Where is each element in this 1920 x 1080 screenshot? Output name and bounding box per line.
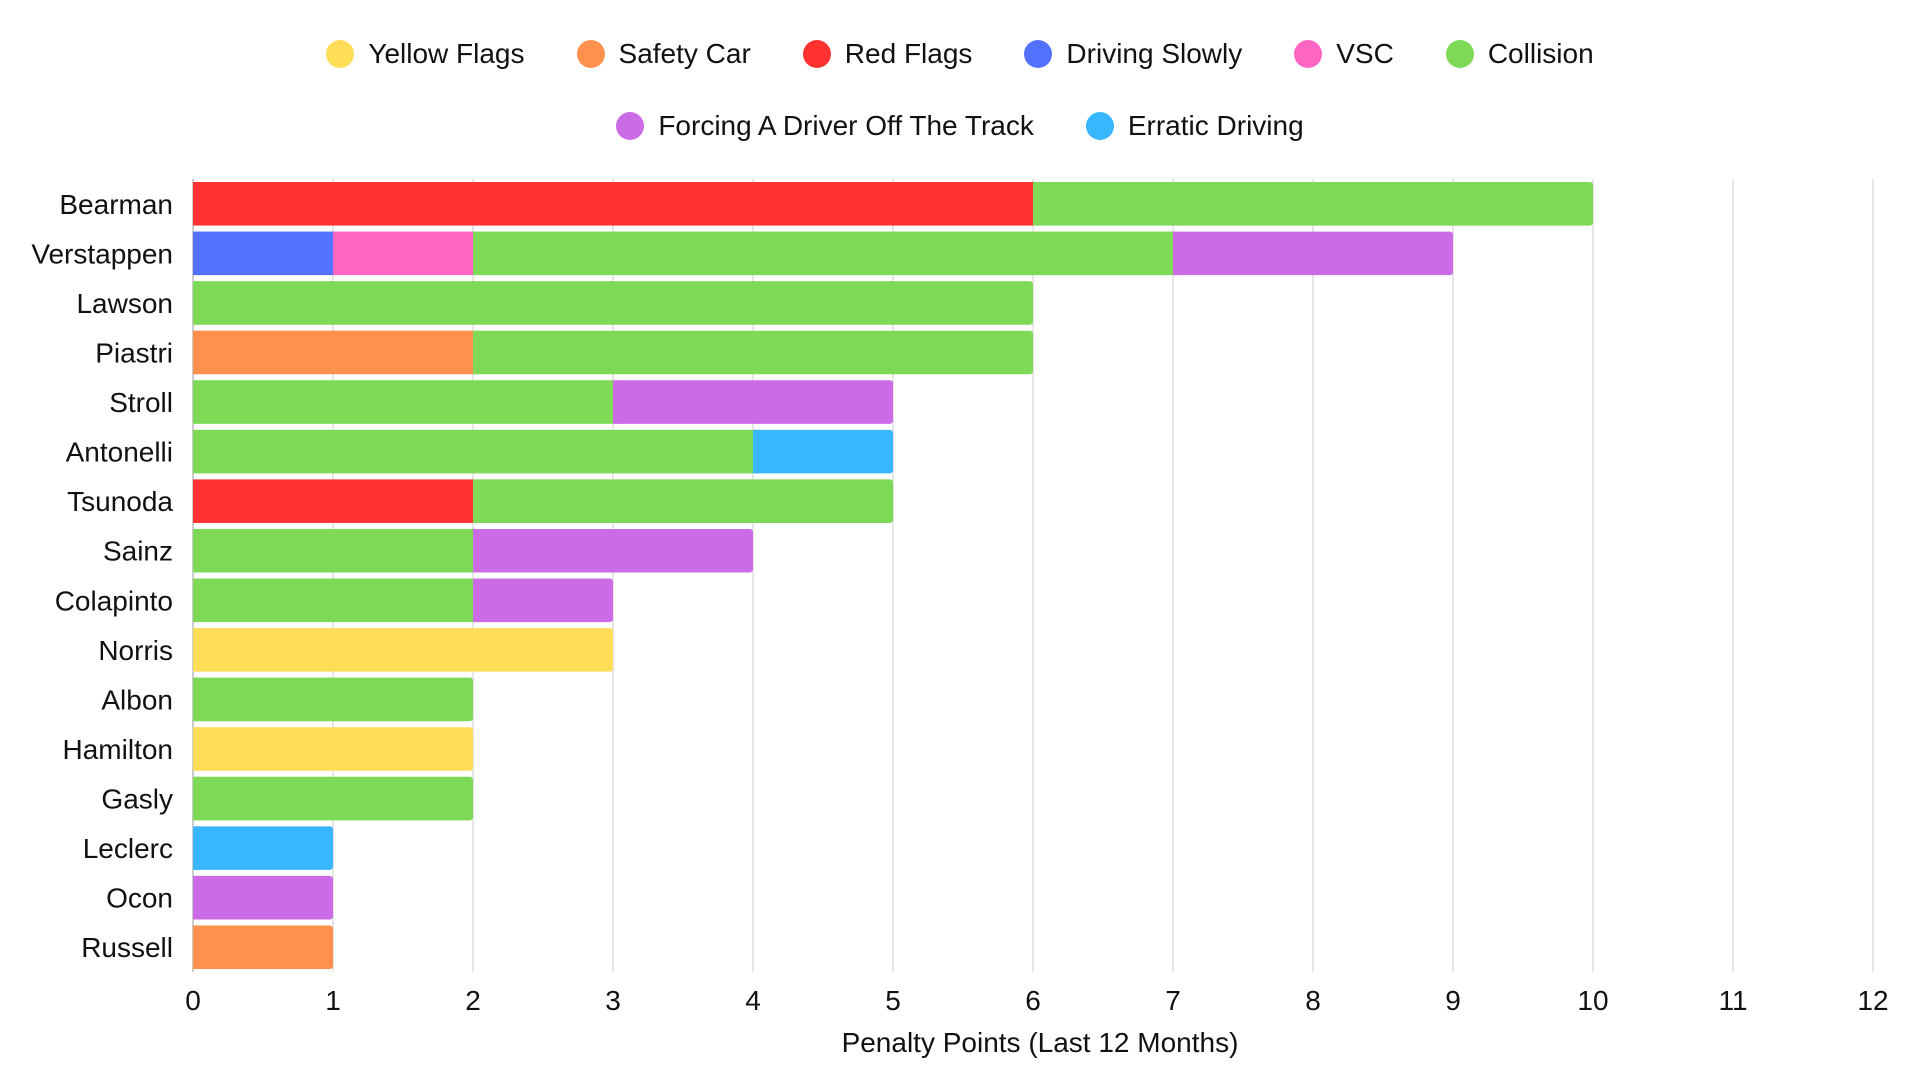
x-tick-label: 12 — [1857, 985, 1888, 1016]
legend-swatch-icon — [802, 40, 831, 68]
bar-segment[interactable] — [473, 479, 893, 523]
legend-swatch-icon — [1445, 40, 1474, 68]
x-tick-label: 6 — [1025, 985, 1041, 1016]
legend-swatch-icon — [1294, 40, 1323, 68]
y-tick-label: Verstappen — [31, 238, 173, 269]
legend-label: Collision — [1487, 38, 1594, 69]
legend-label: Yellow Flags — [368, 38, 525, 69]
legend-item-driving-slowly[interactable]: Driving Slowly — [1024, 36, 1242, 72]
bar-segment[interactable] — [333, 231, 473, 276]
bar-segment[interactable] — [193, 182, 1033, 226]
legend-item-safety-car[interactable]: Safety Car — [576, 36, 751, 72]
bar-segment[interactable] — [473, 528, 753, 573]
y-tick-label: Tsunoda — [67, 486, 173, 517]
legend-swatch-icon — [616, 112, 645, 140]
bar-segment[interactable] — [193, 826, 333, 870]
x-axis-tick-labels: 0 1 2 3 4 5 6 7 8 9 10 11 12 — [185, 985, 1888, 1016]
x-tick-label: 7 — [1165, 985, 1181, 1016]
legend-row-1: Yellow Flags Safety Car Red Flags Drivin… — [118, 36, 1802, 72]
bar-segment[interactable] — [1033, 182, 1593, 226]
x-tick-label: 1 — [325, 985, 341, 1016]
legend-row-2: Forcing A Driver Off The Track Erratic D… — [118, 108, 1802, 144]
y-tick-label: Leclerc — [83, 833, 173, 864]
x-tick-label: 0 — [185, 985, 201, 1016]
y-tick-label: Hamilton — [63, 734, 173, 765]
x-tick-label: 9 — [1445, 985, 1461, 1016]
bar-segment[interactable] — [193, 231, 333, 276]
x-tick-label: 2 — [465, 985, 481, 1016]
bar-segment[interactable] — [193, 727, 473, 771]
legend-item-collision[interactable]: Collision — [1445, 36, 1594, 72]
x-tick-label: 11 — [1718, 985, 1747, 1016]
legend-swatch-icon — [576, 40, 605, 68]
x-tick-label: 10 — [1577, 985, 1608, 1016]
bar-segment[interactable] — [753, 429, 893, 474]
bar-segment[interactable] — [193, 281, 1033, 325]
legend-label: Safety Car — [618, 38, 751, 69]
legend-label: Forcing A Driver Off The Track — [658, 110, 1034, 141]
y-tick-label: Piastri — [95, 337, 173, 368]
x-axis-title: Penalty Points (Last 12 Months) — [842, 1027, 1239, 1058]
y-tick-label: Colapinto — [55, 585, 173, 616]
bar-segment[interactable] — [473, 231, 1173, 276]
bar-segment[interactable] — [193, 330, 473, 375]
bar-segment[interactable] — [1173, 231, 1453, 276]
bar-segment[interactable] — [193, 528, 473, 573]
y-tick-label: Ocon — [106, 883, 173, 914]
legend-swatch-icon — [326, 40, 355, 68]
y-axis-labels: Bearman Verstappen Lawson Piastri Stroll Anto… — [31, 189, 173, 963]
legend-item-erratic-driving[interactable]: Erratic Driving — [1085, 108, 1304, 144]
y-tick-label: Albon — [101, 684, 173, 715]
bar-segment[interactable] — [193, 776, 473, 821]
y-tick-label: Gasly — [101, 784, 173, 815]
bar-segment[interactable] — [193, 628, 613, 672]
x-tick-label: 4 — [745, 985, 761, 1016]
bars — [193, 182, 1593, 969]
legend-swatch-icon — [1085, 112, 1114, 140]
legend-item-forcing-off-track[interactable]: Forcing A Driver Off The Track — [616, 108, 1034, 144]
bar-segment[interactable] — [193, 380, 613, 424]
x-tick-label: 3 — [605, 985, 621, 1016]
bar-segment[interactable] — [193, 578, 473, 623]
bar-segment[interactable] — [193, 677, 473, 722]
legend-item-vsc[interactable]: VSC — [1294, 36, 1394, 72]
y-tick-label: Norris — [98, 635, 173, 666]
x-tick-label: 5 — [885, 985, 901, 1016]
legend-item-red-flags[interactable]: Red Flags — [802, 36, 973, 72]
legend-label: VSC — [1336, 38, 1394, 69]
legend-label: Driving Slowly — [1066, 38, 1243, 69]
y-tick-label: Antonelli — [66, 437, 173, 468]
bar-segment[interactable] — [613, 380, 893, 424]
legend-item-yellow-flags[interactable]: Yellow Flags — [326, 36, 525, 72]
y-tick-label: Bearman — [59, 189, 173, 220]
legend-label: Red Flags — [844, 38, 973, 69]
bar-segment[interactable] — [473, 330, 1033, 375]
legend-swatch-icon — [1024, 40, 1053, 68]
bar-segment[interactable] — [193, 429, 753, 474]
bar-segment[interactable] — [193, 479, 473, 523]
x-tick-label: 8 — [1305, 985, 1321, 1016]
bar-segment[interactable] — [473, 578, 613, 623]
y-tick-label: Stroll — [109, 387, 173, 418]
bar-segment[interactable] — [193, 875, 333, 920]
legend-label: Erratic Driving — [1127, 110, 1304, 141]
y-tick-label: Sainz — [103, 536, 173, 567]
y-tick-label: Russell — [81, 932, 173, 963]
bar-segment[interactable] — [193, 925, 333, 969]
y-tick-label: Lawson — [76, 288, 173, 319]
